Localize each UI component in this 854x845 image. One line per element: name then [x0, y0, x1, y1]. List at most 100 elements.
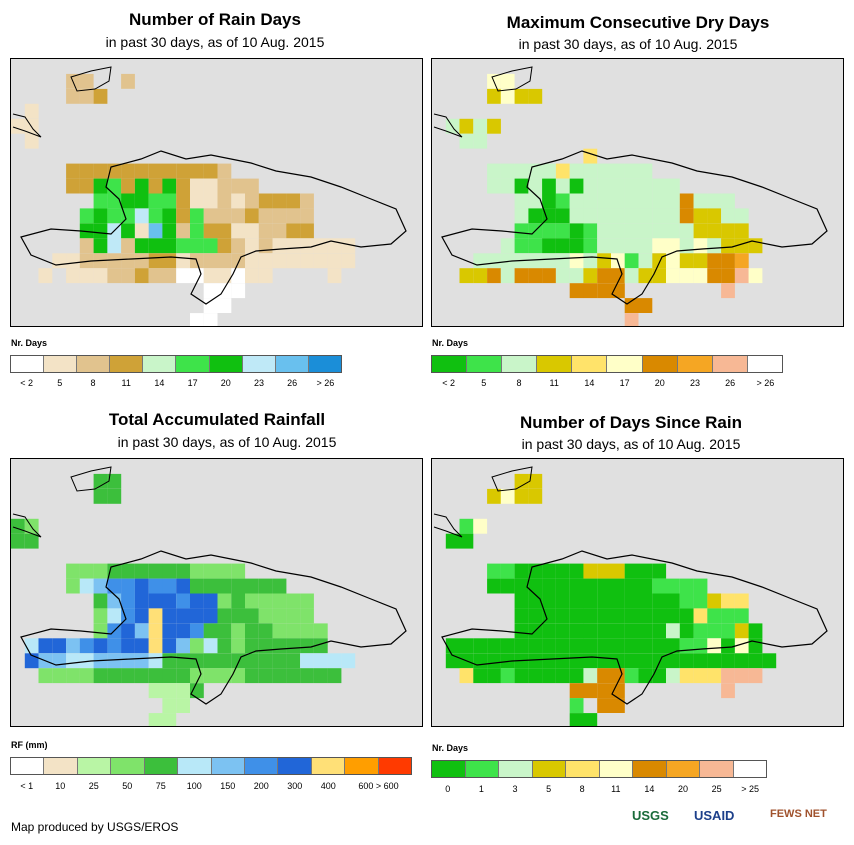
- grid-cell: [217, 653, 232, 669]
- grid-cell: [79, 253, 94, 269]
- grid-cell: [107, 608, 122, 624]
- grid-cell: [134, 593, 149, 609]
- grid-cell: [203, 268, 218, 284]
- grid-cell: [569, 223, 584, 239]
- grid-cell: [313, 653, 328, 669]
- grid-cell: [624, 238, 639, 254]
- grid-cell: [148, 563, 163, 579]
- grid-cell: [500, 638, 515, 654]
- grid-cell: [231, 638, 246, 654]
- grid-cell: [693, 268, 708, 284]
- grid-cell: [134, 253, 149, 269]
- grid-cell: [107, 473, 122, 489]
- grid-cell: [748, 238, 763, 254]
- legend-tick-label: 20: [677, 784, 688, 794]
- grid-cell: [583, 683, 598, 699]
- grid-cell: [148, 638, 163, 654]
- grid-cell: [707, 668, 722, 684]
- grid-cell: [748, 623, 763, 639]
- grid-cell: [231, 268, 246, 284]
- grid-cell: [624, 638, 639, 654]
- grid-cell: [583, 623, 598, 639]
- legend-tick-label: 14: [154, 378, 165, 388]
- grid-cell: [134, 193, 149, 209]
- grid-cell: [66, 563, 80, 579]
- grid-cell: [300, 653, 314, 669]
- grid-cell: [203, 313, 218, 326]
- grid-cell: [231, 623, 246, 639]
- grid-cell: [121, 178, 135, 194]
- legend-swatch: [566, 761, 600, 777]
- grid-cell: [203, 238, 218, 254]
- grid-cell: [313, 238, 328, 254]
- grid-cell: [93, 178, 108, 194]
- grid-cell: [245, 208, 259, 224]
- grid-cell: [542, 268, 556, 284]
- map-dry-days: [431, 58, 844, 327]
- grid-cell: [707, 253, 722, 269]
- grid-cell: [286, 208, 301, 224]
- grid-cell: [555, 653, 570, 669]
- panel-title: Number of Rain Days: [129, 10, 301, 29]
- grid-cell: [638, 623, 653, 639]
- grid-cell: [583, 563, 598, 579]
- grid-cell: [611, 283, 625, 299]
- grid-cell: [459, 268, 474, 284]
- grid-cell: [272, 253, 287, 269]
- grid-cell: [611, 683, 625, 699]
- grid-cell: [258, 578, 273, 594]
- grid-cell: [569, 668, 584, 684]
- grid-cell: [666, 653, 680, 669]
- legend-bar: [10, 355, 342, 373]
- grid-cell: [487, 118, 501, 134]
- grid-cell: [66, 178, 80, 194]
- grid-cell: [638, 563, 653, 579]
- coastline: [441, 550, 828, 705]
- grid-cell: [258, 623, 273, 639]
- grid-cell: [583, 253, 598, 269]
- grid-cell: [176, 653, 190, 669]
- grid-cell: [459, 638, 474, 654]
- grid-cell: [487, 268, 501, 284]
- grid-cell: [121, 208, 135, 224]
- grid-cell: [79, 668, 94, 684]
- grid-cell: [652, 578, 667, 594]
- grid-cell: [638, 223, 653, 239]
- grid-cell: [217, 638, 232, 654]
- grid-cell: [652, 238, 667, 254]
- legend-tick-label: 150: [220, 781, 236, 791]
- grid-cell: [652, 253, 667, 269]
- grid-cell: [66, 638, 80, 654]
- legend-swatch: [700, 761, 734, 777]
- grid-cell: [217, 253, 232, 269]
- grid-cell: [134, 178, 149, 194]
- grid-cell: [52, 653, 67, 669]
- grid-cell: [473, 118, 488, 134]
- grid-cell: [190, 623, 204, 639]
- grid-cell: [93, 623, 108, 639]
- grid-cell: [542, 608, 556, 624]
- legend-swatch: [111, 758, 145, 774]
- grid-cell: [652, 563, 667, 579]
- grid-cell: [162, 683, 177, 699]
- grid-cell: [693, 668, 708, 684]
- grid-cell: [583, 593, 598, 609]
- grid-cell: [300, 608, 314, 624]
- grid-cell: [487, 178, 501, 194]
- legend-swatch: [712, 356, 748, 372]
- grid-cell: [500, 563, 515, 579]
- island-outline: [433, 513, 463, 538]
- grid-cell: [217, 608, 232, 624]
- grid-cell: [162, 653, 177, 669]
- legend-tick-label: > 26: [756, 378, 775, 388]
- grid-cell: [748, 638, 763, 654]
- grid-cell: [148, 253, 163, 269]
- grid-cell: [93, 238, 108, 254]
- grid-cell: [107, 208, 122, 224]
- grid-cell: [611, 208, 625, 224]
- grid-cell: [555, 253, 570, 269]
- map-grid-dry-days: [433, 66, 828, 326]
- grid-cell: [66, 88, 80, 104]
- grid-cell: [652, 653, 667, 669]
- grid-cell: [258, 268, 273, 284]
